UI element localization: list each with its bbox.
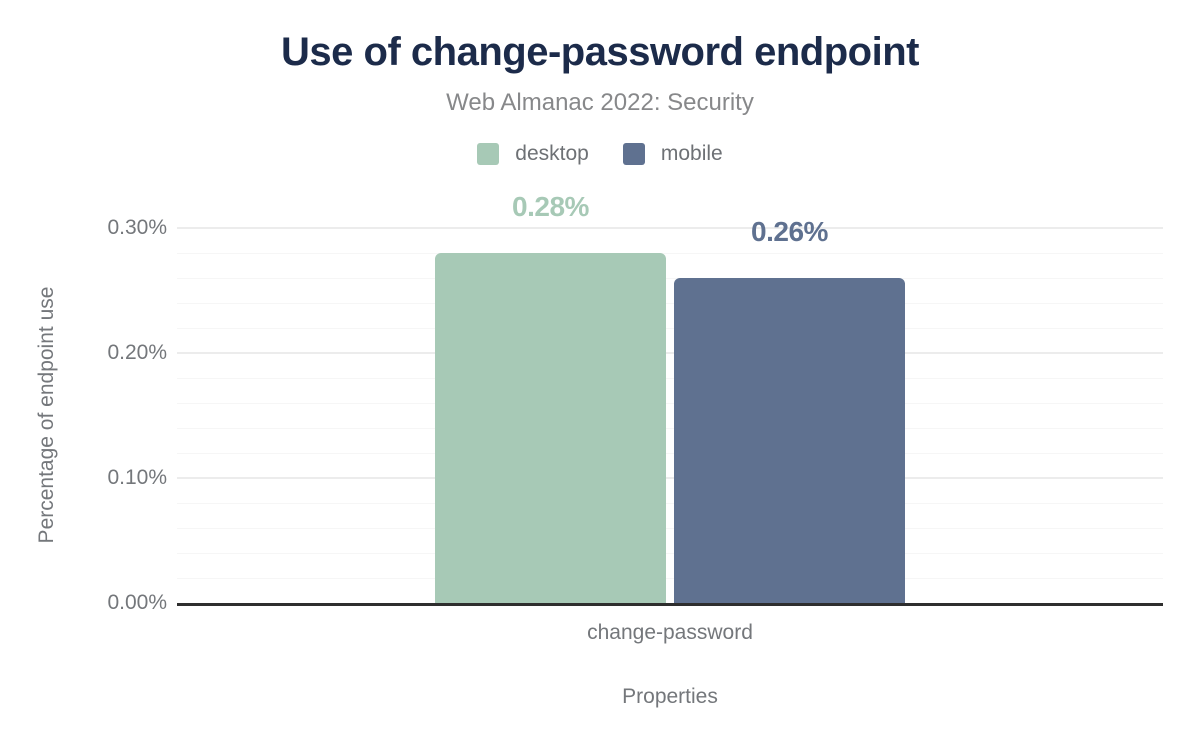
minor-gridline xyxy=(177,403,1163,404)
legend-label: mobile xyxy=(660,142,723,165)
minor-gridline xyxy=(177,328,1163,329)
y-tick-label: 0.30% xyxy=(107,216,167,239)
desktop-value-label: 0.28% xyxy=(512,191,589,222)
y-tick-label: 0.10% xyxy=(107,466,167,489)
major-gridline xyxy=(177,477,1163,479)
major-gridline xyxy=(177,227,1163,229)
mobile-bar xyxy=(674,278,905,603)
minor-gridline xyxy=(177,528,1163,529)
x-axis-line xyxy=(177,603,1163,606)
y-tick-label: 0.00% xyxy=(107,591,167,614)
mobile-value-label: 0.26% xyxy=(751,216,828,247)
major-gridline xyxy=(177,352,1163,354)
minor-gridline xyxy=(177,578,1163,579)
legend-item-mobile: mobile xyxy=(622,142,723,166)
minor-gridline xyxy=(177,428,1163,429)
mobile-swatch-icon xyxy=(622,143,645,165)
minor-gridline xyxy=(177,453,1163,454)
y-axis-title: Percentage of endpoint use xyxy=(35,286,58,544)
minor-gridline xyxy=(177,553,1163,554)
minor-gridline xyxy=(177,378,1163,379)
x-axis-title: Properties xyxy=(622,685,718,708)
chart-subtitle: Web Almanac 2022: Security xyxy=(446,89,754,116)
x-category-label: change-password xyxy=(587,621,753,644)
minor-gridline xyxy=(177,303,1163,304)
page-title: Use of change-password endpoint xyxy=(281,30,919,74)
minor-gridline xyxy=(177,503,1163,504)
y-tick-label: 0.20% xyxy=(107,341,167,364)
desktop-bar xyxy=(435,253,666,603)
legend: desktop mobile xyxy=(0,142,1200,166)
desktop-swatch-icon xyxy=(477,143,500,165)
minor-gridline xyxy=(177,278,1163,279)
minor-gridline xyxy=(177,253,1163,254)
legend-label: desktop xyxy=(515,142,589,165)
legend-item-desktop: desktop xyxy=(477,142,589,166)
